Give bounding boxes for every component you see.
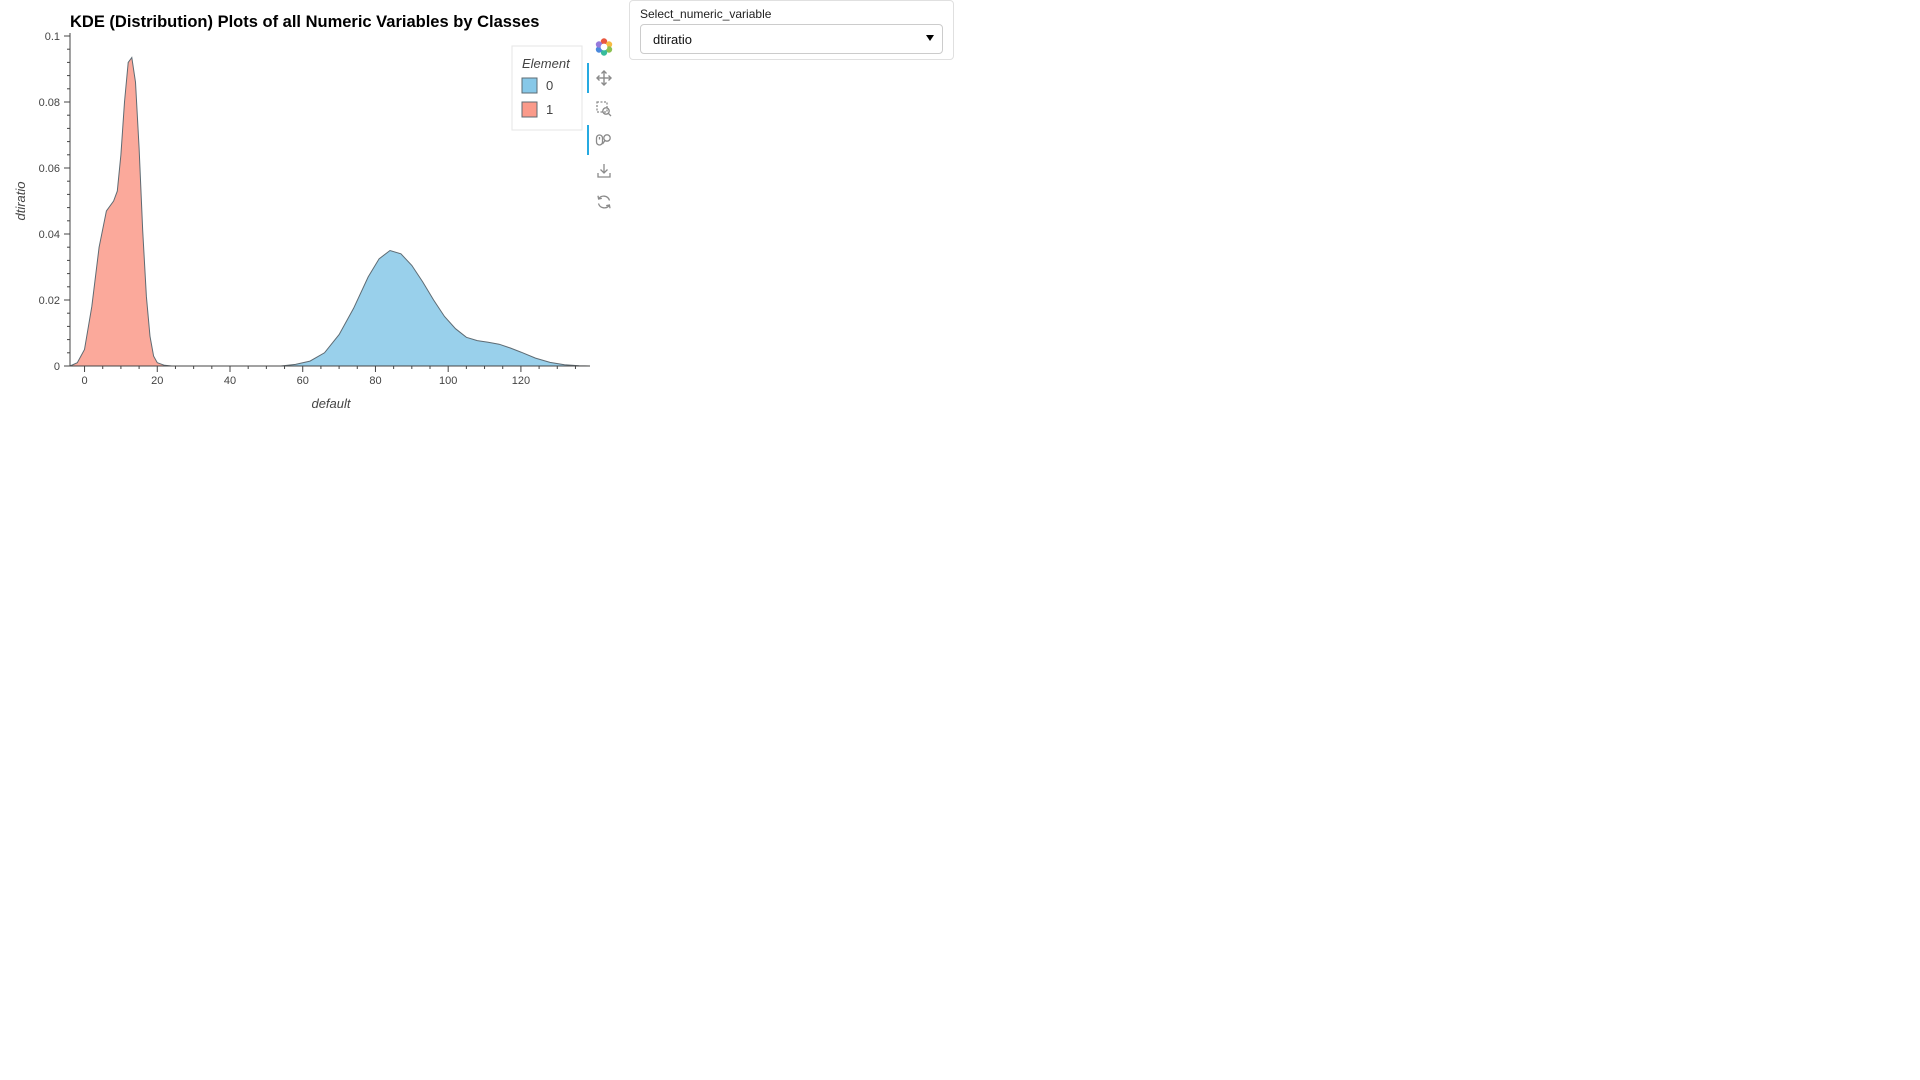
x-axis-label: default xyxy=(311,396,351,411)
y-tick-label: 0.1 xyxy=(45,31,60,43)
chart-title: KDE (Distribution) Plots of all Numeric … xyxy=(70,13,539,31)
legend-title: Element xyxy=(522,56,571,71)
x-tick-label: 0 xyxy=(81,375,87,387)
y-tick-label: 0.04 xyxy=(39,229,60,241)
widget-label: Select_numeric_variable xyxy=(640,7,772,21)
x-axis: 0 20 40 60 80 100 120 xyxy=(70,365,590,387)
y-tick-label: 0.06 xyxy=(39,163,60,175)
x-tick-label: 120 xyxy=(512,375,530,387)
legend-swatch-1 xyxy=(521,101,538,118)
legend-label-0: 0 xyxy=(546,78,553,93)
y-tick-label: 0.08 xyxy=(39,97,60,109)
y-axis: 0 0.02 0.04 0.06 0.08 0.1 xyxy=(39,31,71,373)
y-tick-label: 0.02 xyxy=(39,295,60,307)
pan-active-indicator xyxy=(587,63,589,93)
x-tick-label: 80 xyxy=(369,375,381,387)
legend-swatch-0 xyxy=(521,77,538,94)
x-tick-label: 20 xyxy=(151,375,163,387)
kde-area-class-1 xyxy=(69,56,172,367)
y-tick-label: 0 xyxy=(54,361,60,373)
kde-chart[interactable]: KDE (Distribution) Plots of all Numeric … xyxy=(0,0,630,420)
plot-area[interactable] xyxy=(69,56,591,367)
box-zoom-icon[interactable] xyxy=(589,94,619,124)
x-tick-label: 60 xyxy=(297,375,309,387)
reset-icon[interactable] xyxy=(589,187,619,217)
variable-select[interactable]: dtiratio xyxy=(640,24,943,54)
wheel-zoom-icon[interactable] xyxy=(587,125,619,155)
kde-area-class-0 xyxy=(280,249,591,367)
x-tick-label: 40 xyxy=(224,375,236,387)
bokeh-logo-icon[interactable] xyxy=(589,32,619,62)
variable-selector-widget: Select_numeric_variable dtiratio xyxy=(629,0,954,60)
save-icon[interactable] xyxy=(589,156,619,186)
wheel-zoom-active-indicator xyxy=(587,125,589,155)
legend: Element 0 1 xyxy=(511,45,583,131)
y-axis-label: dtiratio xyxy=(13,181,28,220)
pan-icon[interactable] xyxy=(587,63,619,93)
selected-variable: dtiratio xyxy=(653,32,693,47)
caret-down-icon xyxy=(926,35,934,41)
x-tick-label: 100 xyxy=(439,375,457,387)
legend-label-1: 1 xyxy=(546,102,553,117)
